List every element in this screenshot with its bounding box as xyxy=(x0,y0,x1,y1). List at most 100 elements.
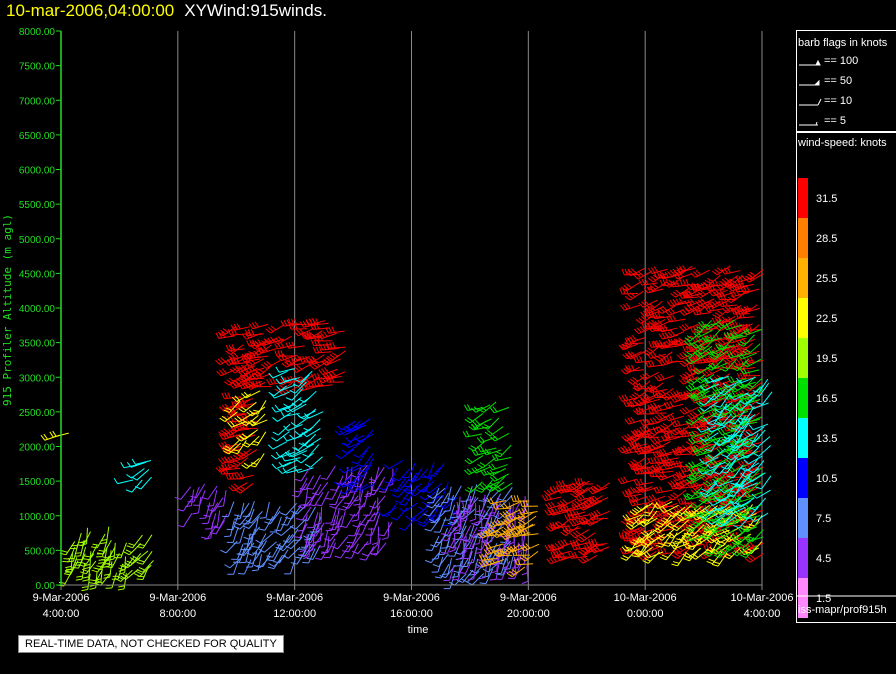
wind-barb xyxy=(221,463,241,471)
wind-barb xyxy=(443,573,456,590)
wind-barb xyxy=(336,420,356,431)
wind-barb xyxy=(327,350,346,361)
wind-barb xyxy=(114,542,127,559)
wind-barb xyxy=(635,314,655,324)
wind-barb xyxy=(353,445,371,458)
colorbar-label: 16.5 xyxy=(816,393,837,405)
wind-barb xyxy=(743,455,763,465)
wind-barb xyxy=(370,476,386,492)
colorbar-swatch xyxy=(798,418,808,458)
wind-barb xyxy=(486,468,506,477)
wind-barb xyxy=(312,481,329,496)
wind-barb xyxy=(289,381,307,394)
wind-barb xyxy=(655,514,673,528)
wind-barb xyxy=(651,319,672,328)
wind-barb xyxy=(251,372,272,380)
y-tick-label: 5500.00 xyxy=(19,200,56,211)
wind-barb xyxy=(271,461,292,470)
wind-barb xyxy=(511,549,530,556)
wind-barb xyxy=(479,568,494,585)
wind-barb xyxy=(451,533,465,549)
wind-barb xyxy=(276,384,296,392)
wind-barb xyxy=(90,533,106,549)
wind-barb xyxy=(660,512,680,524)
wind-barb xyxy=(748,423,769,431)
wind-barb xyxy=(751,489,771,499)
wind-barb xyxy=(716,319,736,329)
wind-barb xyxy=(557,498,577,508)
wind-barb xyxy=(630,428,651,437)
title-name: XYWind:915winds. xyxy=(184,1,327,20)
wind-barb xyxy=(667,489,687,501)
y-tick-label: 1500.00 xyxy=(19,477,56,488)
colorbar: 31.528.525.522.519.516.513.510.57.54.51.… xyxy=(798,178,837,618)
wind-barb xyxy=(282,528,299,543)
wind-barb xyxy=(578,554,598,564)
wind-barb xyxy=(666,315,686,323)
wind-barb xyxy=(248,413,266,426)
wind-barb xyxy=(679,406,699,415)
wind-barb xyxy=(136,560,154,573)
wind-barb xyxy=(704,506,724,514)
colorbar-swatch xyxy=(798,378,808,418)
wind-barb xyxy=(358,457,374,473)
wind-barb xyxy=(544,501,565,510)
wind-barb xyxy=(320,465,336,480)
y-tick-label: 0.00 xyxy=(36,581,56,592)
colorbar-swatch xyxy=(798,498,808,538)
wind-barb xyxy=(129,550,149,562)
wind-barb xyxy=(291,363,311,373)
wind-barb xyxy=(289,430,309,440)
wind-barb xyxy=(633,485,653,494)
wind-barb xyxy=(339,428,359,436)
wind-barb xyxy=(323,542,336,559)
wind-barb xyxy=(697,443,717,455)
wind-barb xyxy=(482,448,502,456)
wind-barb xyxy=(739,367,760,375)
wind-barb xyxy=(227,558,240,575)
wind-barb xyxy=(489,473,510,482)
wind-barb xyxy=(113,477,134,485)
wind-barb xyxy=(692,449,713,457)
wind-barb xyxy=(216,368,236,377)
wind-barb xyxy=(644,428,664,439)
wind-barb xyxy=(723,532,743,542)
wind-barb xyxy=(243,526,261,540)
wind-barb xyxy=(233,527,245,544)
wind-barb xyxy=(702,274,721,286)
y-tick-label: 4000.00 xyxy=(19,304,56,315)
wind-barb xyxy=(224,520,235,538)
wind-barb xyxy=(325,514,337,532)
wind-barb xyxy=(256,551,271,567)
wind-barb xyxy=(576,532,596,543)
wind-barb xyxy=(693,365,713,375)
wind-barb xyxy=(272,423,291,436)
wind-barb xyxy=(712,307,731,319)
wind-barb xyxy=(674,504,692,517)
wind-barb xyxy=(648,340,668,348)
y-tick-label: 7500.00 xyxy=(19,62,56,73)
wind-barb xyxy=(663,355,683,363)
wind-barb xyxy=(744,377,763,390)
wind-barb xyxy=(484,526,505,535)
x-tick-label: 9-Mar-2006 xyxy=(33,592,90,604)
wind-barb xyxy=(357,453,374,467)
wind-barb xyxy=(726,351,747,359)
wind-barb xyxy=(699,507,718,520)
wind-barb xyxy=(432,553,449,568)
colorbar-swatch xyxy=(798,458,808,498)
wind-barb xyxy=(749,497,767,511)
wind-barb xyxy=(302,437,322,448)
wind-barb xyxy=(203,502,219,517)
wind-barb xyxy=(728,410,745,425)
wind-barb xyxy=(391,485,410,498)
wind-barb xyxy=(676,265,696,273)
wind-barb xyxy=(368,513,381,530)
wind-barb xyxy=(728,491,747,504)
wind-barb xyxy=(274,516,288,532)
wind-barb xyxy=(235,364,256,373)
wind-barb xyxy=(461,570,480,583)
wind-barb xyxy=(287,450,308,458)
wind-barb xyxy=(737,352,757,360)
wind-barb xyxy=(627,375,647,385)
